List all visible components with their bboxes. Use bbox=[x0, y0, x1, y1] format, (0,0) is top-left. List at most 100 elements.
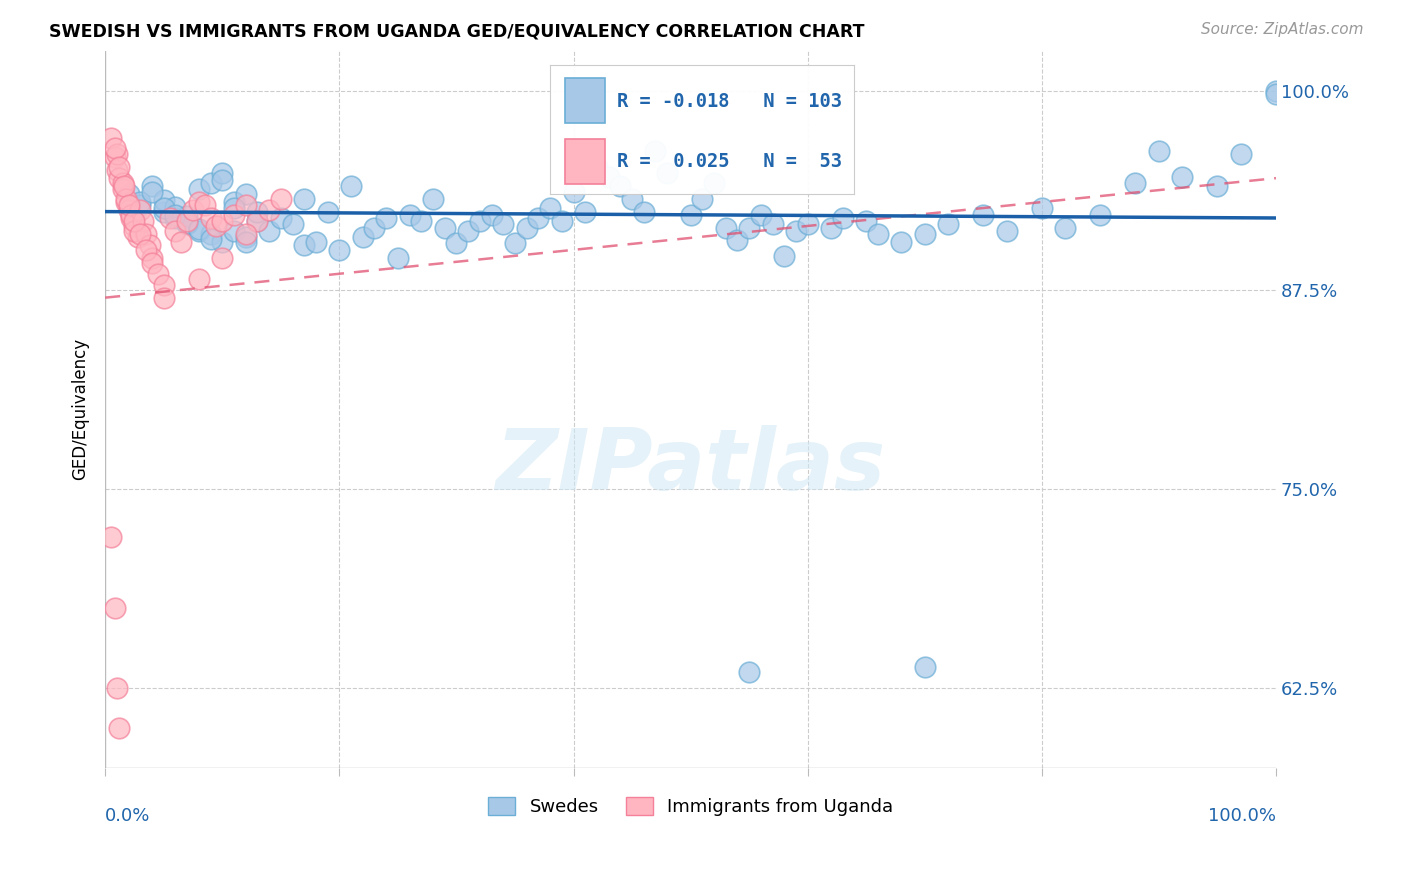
Point bbox=[562, 186, 585, 200]
Point bbox=[152, 202, 174, 216]
Point bbox=[387, 251, 409, 265]
Point bbox=[235, 198, 257, 212]
Point bbox=[481, 208, 503, 222]
Point bbox=[165, 208, 187, 222]
Point bbox=[176, 218, 198, 232]
Point bbox=[972, 208, 994, 222]
Point bbox=[108, 160, 131, 174]
Text: ZIPatlas: ZIPatlas bbox=[495, 425, 886, 508]
Point bbox=[200, 232, 222, 246]
Point bbox=[246, 214, 269, 228]
Point bbox=[621, 192, 644, 206]
Point bbox=[738, 220, 761, 235]
Point bbox=[200, 176, 222, 190]
Point bbox=[281, 218, 304, 232]
Legend: Swedes, Immigrants from Uganda: Swedes, Immigrants from Uganda bbox=[481, 789, 900, 823]
Point bbox=[127, 230, 149, 244]
Point bbox=[503, 236, 526, 251]
Point bbox=[749, 208, 772, 222]
Point bbox=[714, 220, 737, 235]
Point bbox=[1171, 169, 1194, 184]
Point bbox=[141, 186, 163, 200]
Point bbox=[176, 214, 198, 228]
Point bbox=[690, 192, 713, 206]
Point bbox=[468, 214, 491, 228]
Point bbox=[1031, 202, 1053, 216]
Point bbox=[936, 218, 959, 232]
Point bbox=[574, 204, 596, 219]
Point bbox=[105, 163, 128, 178]
Point bbox=[187, 195, 209, 210]
Text: 100.0%: 100.0% bbox=[1208, 807, 1277, 825]
Point bbox=[831, 211, 853, 225]
Point bbox=[152, 277, 174, 292]
Point bbox=[270, 211, 292, 225]
Point bbox=[100, 530, 122, 544]
Point bbox=[890, 235, 912, 249]
Point bbox=[761, 218, 783, 232]
Point bbox=[292, 192, 315, 206]
Point bbox=[1265, 83, 1288, 97]
Point bbox=[105, 681, 128, 695]
Y-axis label: GED/Equivalency: GED/Equivalency bbox=[72, 338, 89, 480]
Point bbox=[375, 211, 398, 225]
Point bbox=[235, 227, 257, 241]
Point bbox=[117, 187, 139, 202]
Point bbox=[235, 235, 257, 249]
Point bbox=[609, 179, 631, 194]
Point bbox=[108, 721, 131, 735]
Point bbox=[170, 235, 193, 249]
Point bbox=[181, 202, 204, 217]
Point bbox=[176, 216, 198, 230]
Point bbox=[105, 147, 128, 161]
Point bbox=[141, 251, 163, 265]
Point bbox=[1265, 87, 1288, 101]
Point bbox=[159, 211, 181, 225]
Point bbox=[586, 160, 609, 174]
Point bbox=[292, 238, 315, 252]
Point bbox=[100, 131, 122, 145]
Point bbox=[117, 202, 139, 217]
Point bbox=[446, 236, 468, 251]
Point bbox=[725, 233, 748, 247]
Point bbox=[222, 202, 245, 216]
Point bbox=[103, 141, 125, 155]
Point bbox=[820, 220, 842, 235]
Point bbox=[222, 224, 245, 238]
Point bbox=[129, 198, 152, 212]
Point bbox=[340, 179, 363, 194]
Point bbox=[111, 182, 134, 196]
Point bbox=[111, 176, 134, 190]
Point bbox=[316, 204, 339, 219]
Point bbox=[866, 227, 889, 241]
Point bbox=[398, 208, 420, 222]
Point bbox=[785, 224, 807, 238]
Point bbox=[551, 214, 574, 228]
Point bbox=[527, 211, 550, 225]
Point bbox=[176, 210, 198, 224]
Point bbox=[457, 224, 479, 238]
Point bbox=[270, 192, 292, 206]
Point bbox=[115, 195, 138, 210]
Point bbox=[914, 660, 936, 674]
Point bbox=[200, 211, 222, 225]
Point bbox=[205, 219, 228, 233]
Point bbox=[1147, 144, 1170, 158]
Point bbox=[411, 214, 433, 228]
Point bbox=[129, 202, 152, 217]
Point bbox=[152, 194, 174, 208]
Point bbox=[1054, 220, 1077, 235]
Point bbox=[305, 235, 328, 249]
Point bbox=[103, 601, 125, 615]
Point bbox=[129, 195, 152, 210]
Point bbox=[352, 230, 374, 244]
Point bbox=[112, 179, 135, 194]
Point bbox=[211, 214, 233, 228]
Point bbox=[187, 271, 209, 285]
Point bbox=[138, 238, 160, 252]
Point bbox=[165, 224, 187, 238]
Point bbox=[187, 224, 209, 238]
Point bbox=[152, 204, 174, 219]
Point bbox=[257, 202, 280, 217]
Point bbox=[131, 214, 153, 228]
